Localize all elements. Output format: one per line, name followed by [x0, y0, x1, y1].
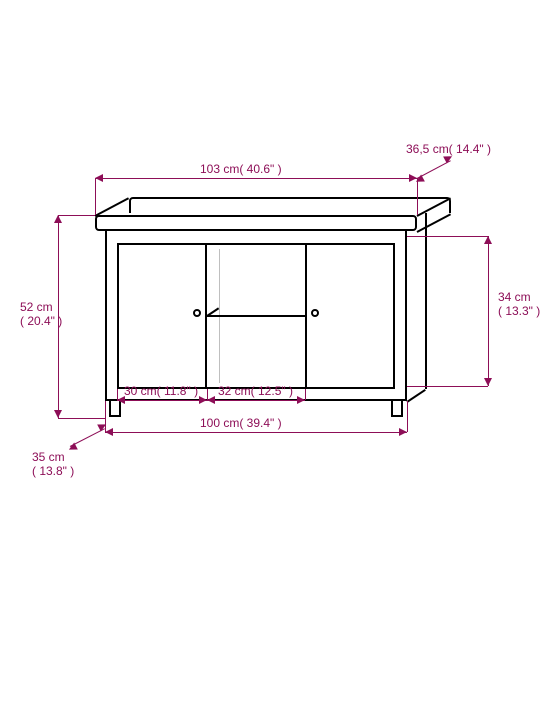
open-back-l [219, 249, 220, 383]
base_w-label: 100 cm( 39.4" ) [200, 416, 282, 430]
height_inner-arrow-d [484, 378, 492, 386]
door_w-line [117, 400, 207, 401]
mid_w-arrow-l [207, 396, 215, 404]
height_inner-arrow-u [484, 236, 492, 244]
top_width-arrow-l [95, 174, 103, 182]
mid_w-label: 32 cm( 12.5" ) [218, 384, 293, 398]
ext-bw-r [407, 401, 408, 432]
top_depth-arrow-1 [414, 174, 425, 185]
cabinet-top-front [95, 215, 417, 231]
base_w-arrow-l [105, 428, 113, 436]
height_left-label: 52 cm( 20.4" ) [20, 300, 62, 328]
door_w-label: 30 cm( 11.8" ) [124, 384, 198, 398]
ext-tw-l [95, 178, 96, 215]
base_w-arrow-r [399, 428, 407, 436]
base_w-line [105, 432, 407, 433]
height_inner-line [488, 236, 489, 386]
ext-mw-r [305, 389, 306, 400]
cabinet-foot-1 [391, 401, 403, 417]
ext-hi-t [407, 236, 488, 237]
top_width-label: 103 cm( 40.6" ) [200, 162, 282, 176]
cabinet-top-back [129, 197, 451, 213]
body-back-right-edge [425, 213, 427, 389]
ext-hl-b [58, 418, 105, 419]
door-knob-0 [193, 309, 201, 317]
cabinet-top-edge-l [95, 197, 130, 217]
height_left-arrow-d [54, 410, 62, 418]
door_w-arrow-r [199, 396, 207, 404]
door-1 [305, 243, 395, 389]
door-knob-1 [311, 309, 319, 317]
body-depth-br [406, 389, 425, 403]
top_depth-label: 36,5 cm( 14.4" ) [406, 142, 491, 156]
cabinet-top-edge-r2 [417, 213, 452, 233]
mid_w-arrow-r [297, 396, 305, 404]
mid_w-line [207, 400, 305, 401]
shelf [207, 315, 305, 317]
height_left-arrow-u [54, 215, 62, 223]
top_width-line [95, 178, 417, 179]
ext-hl-t [58, 215, 95, 216]
base_depth-label: 35 cm( 13.8" ) [32, 450, 74, 478]
ext-hi-b [407, 386, 488, 387]
height_inner-label: 34 cm( 13.3" ) [498, 290, 540, 318]
